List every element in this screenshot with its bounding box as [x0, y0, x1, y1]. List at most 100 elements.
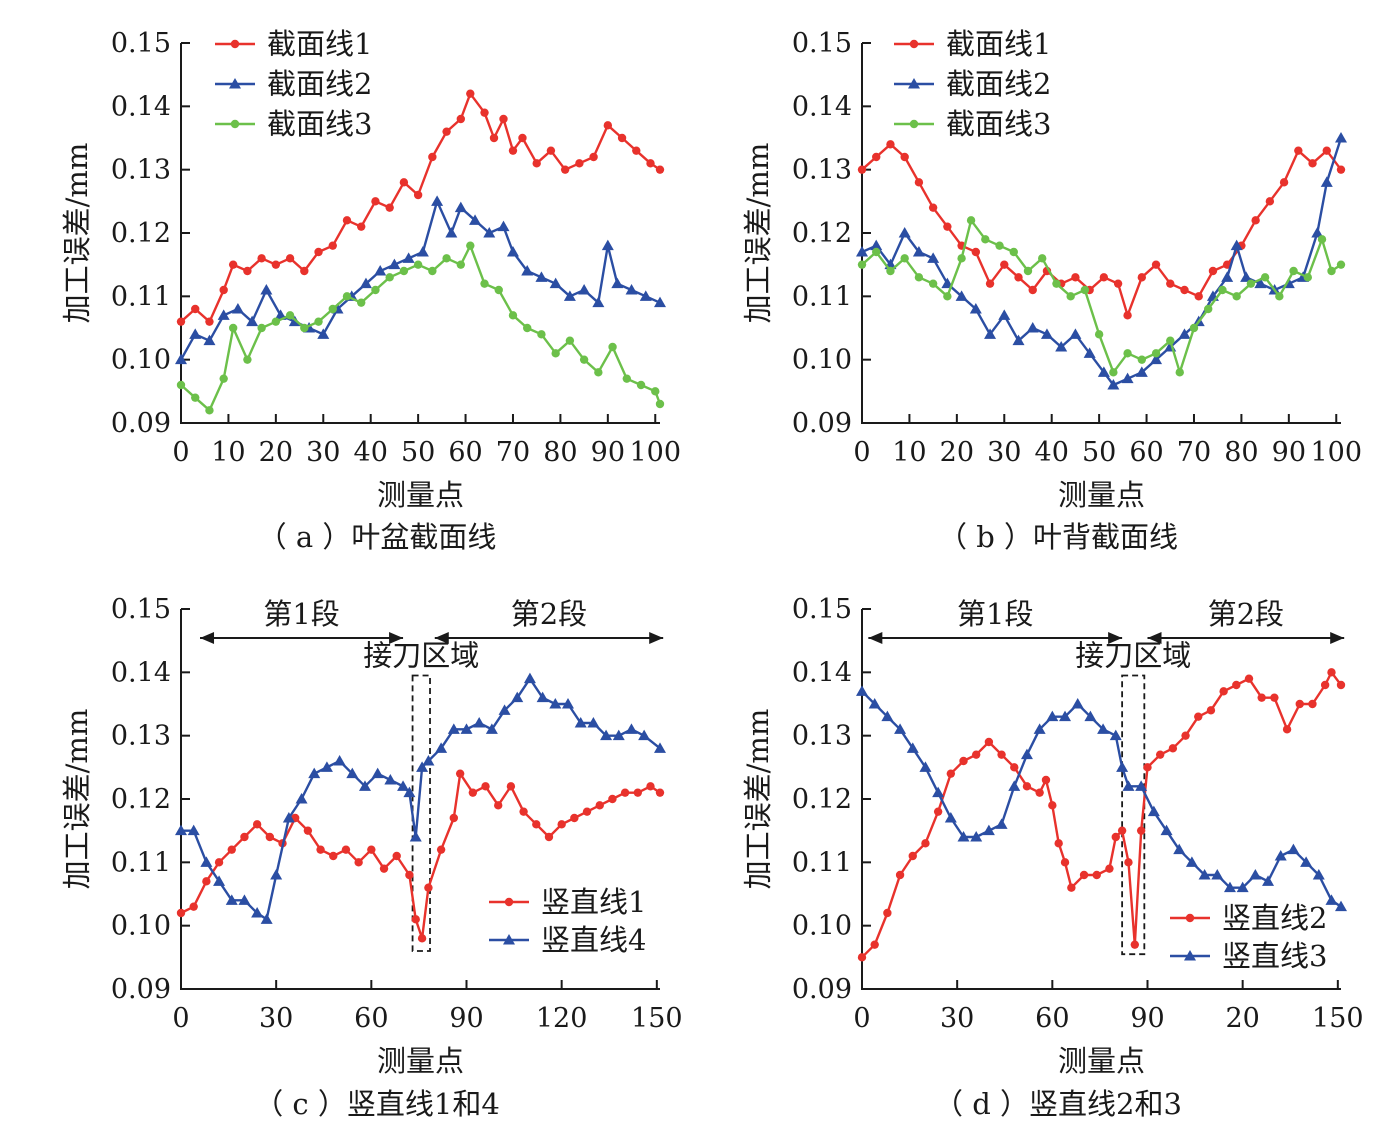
- data-point: [1320, 176, 1333, 187]
- data-point: [1160, 824, 1173, 836]
- data-point: [1150, 353, 1163, 365]
- data-point: [1223, 881, 1236, 893]
- data-point: [379, 864, 389, 873]
- data-point: [908, 851, 917, 861]
- data-point: [428, 266, 437, 276]
- data-point: [1123, 349, 1132, 358]
- data-point: [1067, 883, 1076, 892]
- series-3: [176, 241, 665, 415]
- x-tick-label: 90: [449, 1003, 483, 1034]
- series-line: [861, 143, 1342, 317]
- data-point: [416, 246, 429, 257]
- data-point: [187, 824, 200, 836]
- data-point: [205, 317, 214, 326]
- data-point: [480, 108, 489, 117]
- data-point: [231, 303, 244, 314]
- data-point: [454, 201, 467, 213]
- data-point: [456, 114, 466, 124]
- data-point: [317, 328, 330, 339]
- data-point: [565, 336, 575, 345]
- x-tick-label: 120: [536, 1003, 588, 1034]
- data-point: [246, 315, 259, 327]
- data-point: [944, 812, 957, 823]
- data-point: [1221, 271, 1234, 282]
- data-point: [270, 869, 283, 880]
- data-point: [1336, 260, 1346, 269]
- segment-2-arrow: [1147, 632, 1345, 644]
- data-point: [303, 826, 313, 835]
- data-point: [1206, 706, 1216, 715]
- data-point: [1317, 235, 1327, 244]
- data-point: [403, 786, 416, 798]
- x-tick-label: 60: [1129, 437, 1163, 468]
- data-point: [1099, 273, 1109, 282]
- x-tick-label: 80: [543, 437, 577, 468]
- data-point: [399, 178, 409, 187]
- y-tick-label: 0.15: [792, 594, 852, 625]
- data-point: [1168, 744, 1178, 753]
- data-point: [1071, 698, 1084, 709]
- data-point: [466, 241, 475, 250]
- data-point: [1173, 843, 1186, 855]
- data-point: [357, 222, 366, 231]
- data-point: [1130, 940, 1140, 949]
- data-point: [411, 915, 420, 924]
- data-point: [341, 845, 351, 854]
- data-point: [971, 247, 981, 257]
- chart-panel-3: 0.09 0.10 0.11 0.12 0.13 0.14 0.15 0 30 60 90 120 15…: [60, 594, 683, 1121]
- x-tick-label: 40: [1035, 437, 1069, 468]
- segment-1-label: 第1段: [957, 597, 1033, 631]
- data-point: [1135, 780, 1148, 791]
- legend-entry: 截面线2: [894, 67, 1051, 101]
- panel-caption: （ d ）竖直线2和3: [934, 1087, 1182, 1121]
- data-point: [214, 858, 224, 867]
- data-point: [928, 279, 938, 288]
- chart-panel-1: 0.09 0.10 0.11 0.12 0.13 0.14 0.15 0 10 20 30 40 50 6…: [60, 27, 681, 554]
- data-point: [1312, 869, 1325, 880]
- data-point: [1230, 239, 1243, 251]
- data-point: [1260, 273, 1270, 282]
- data-point: [1327, 668, 1336, 677]
- legend-marker: [503, 934, 515, 945]
- data-point: [1107, 379, 1120, 390]
- data-point: [1143, 763, 1152, 772]
- data-point: [189, 902, 198, 911]
- y-axis-label: 加工误差/mm: [741, 143, 775, 324]
- data-point: [1122, 780, 1135, 791]
- data-point: [295, 793, 308, 804]
- data-point: [857, 953, 867, 962]
- data-point: [1320, 680, 1330, 690]
- data-point: [1249, 869, 1262, 880]
- y-tick-label: 0.13: [111, 155, 171, 186]
- data-point: [1282, 725, 1292, 734]
- data-point: [300, 266, 309, 276]
- data-point: [445, 227, 458, 238]
- series-1: [176, 769, 665, 943]
- data-point: [176, 380, 186, 390]
- series-line: [180, 92, 661, 323]
- data-point: [856, 246, 868, 257]
- data-point: [1335, 132, 1347, 143]
- data-point: [1336, 680, 1346, 690]
- data-point: [1111, 832, 1120, 842]
- legend-entry: 竖直线2: [1170, 901, 1327, 935]
- data-point: [388, 258, 401, 270]
- data-point: [469, 214, 482, 225]
- data-point: [883, 908, 892, 918]
- data-point: [900, 254, 909, 263]
- y-tick-label: 0.15: [111, 28, 171, 59]
- x-tick-label: 90: [1272, 437, 1306, 468]
- joint-region-label: 接刀区域: [363, 639, 479, 673]
- data-point: [428, 152, 437, 162]
- chart-panel-2: 0.09 0.10 0.11 0.12 0.13 0.14 0.15 0 10 20 30 40 50 6…: [741, 27, 1362, 554]
- data-point: [1327, 266, 1336, 276]
- data-point: [213, 875, 226, 886]
- x-tick-label: 150: [1312, 1003, 1364, 1034]
- x-tick-label: 10: [892, 437, 926, 468]
- data-point: [485, 723, 498, 734]
- data-point: [1026, 322, 1039, 333]
- data-point: [227, 845, 236, 854]
- data-point: [655, 399, 665, 409]
- data-point: [646, 782, 655, 791]
- data-point: [906, 742, 919, 753]
